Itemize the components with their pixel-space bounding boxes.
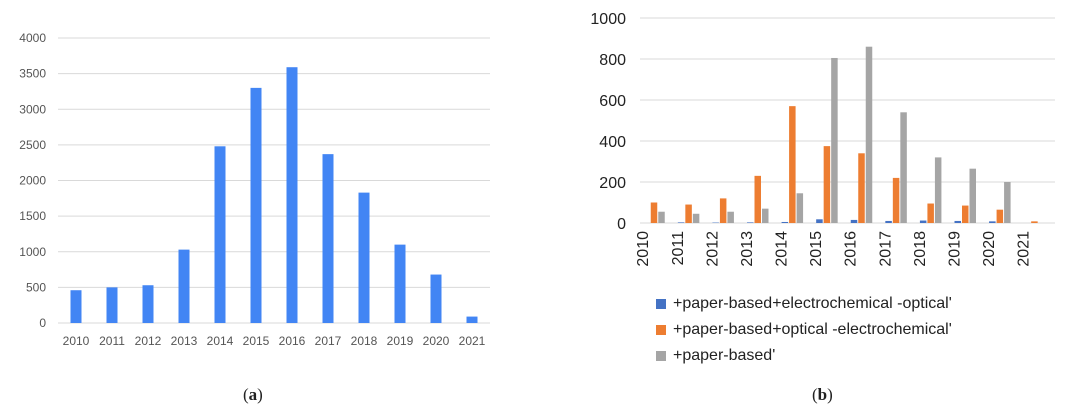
- x-tick-label: 2010: [635, 231, 652, 267]
- bar-1: [954, 220, 961, 223]
- x-tick-label: 2015: [808, 231, 825, 267]
- y-tick-label: 0: [39, 316, 46, 330]
- bar-3: [831, 57, 838, 223]
- bar-3: [762, 208, 769, 223]
- bar-3: [727, 211, 734, 223]
- legend-label: +paper-based+electrochemical -optical': [673, 295, 952, 312]
- bar: [178, 249, 190, 323]
- x-tick-label: 2014: [207, 334, 234, 348]
- legend-label: +paper-based': [673, 347, 775, 364]
- x-tick-label: 2019: [946, 231, 963, 267]
- bar-1: [781, 221, 789, 223]
- bar-2: [962, 205, 969, 223]
- bar-2: [1031, 221, 1038, 223]
- legend-swatch: [656, 299, 666, 309]
- x-tick-label: 2016: [279, 334, 306, 348]
- bar: [214, 146, 226, 323]
- y-tick-label: 1000: [19, 245, 46, 259]
- bar-1: [919, 220, 927, 223]
- bar: [286, 67, 298, 324]
- y-tick-label: 1000: [590, 11, 626, 28]
- bar-2: [858, 153, 865, 223]
- x-tick-label: 2017: [315, 334, 342, 348]
- bar-3: [692, 213, 700, 223]
- bar-2: [892, 177, 900, 223]
- y-tick-label: 800: [599, 52, 626, 69]
- x-tick-label: 2019: [387, 334, 414, 348]
- y-tick-label: 600: [599, 93, 626, 110]
- x-tick-label: 2010: [63, 334, 90, 348]
- bar-3: [658, 211, 665, 223]
- bar-3: [1004, 182, 1011, 223]
- legend-swatch: [656, 351, 666, 361]
- bar-2: [927, 203, 934, 223]
- bar-2: [650, 202, 658, 223]
- bar-1: [677, 222, 685, 223]
- bar-1: [885, 220, 892, 223]
- bar: [250, 87, 262, 323]
- x-tick-label: 2018: [351, 334, 378, 348]
- bar-1: [850, 219, 858, 223]
- x-tick-label: 2013: [171, 334, 198, 348]
- x-tick-label: 2020: [981, 231, 998, 267]
- panel-label-a: (a): [243, 385, 263, 404]
- bar-2: [823, 146, 831, 223]
- bar: [322, 154, 334, 323]
- bar-2: [996, 209, 1004, 223]
- bar-2: [685, 204, 692, 223]
- bar: [430, 274, 442, 323]
- x-tick-label: 2017: [877, 231, 894, 267]
- x-tick-label: 2011: [670, 231, 687, 266]
- y-tick-label: 2500: [19, 138, 46, 152]
- panel-label-b: (b): [812, 385, 833, 404]
- bar-3: [865, 46, 873, 224]
- bar: [70, 290, 82, 323]
- x-tick-label: 2012: [704, 231, 721, 267]
- y-tick-label: 2000: [19, 174, 46, 188]
- bar-2: [719, 198, 727, 223]
- x-tick-label: 2013: [739, 231, 756, 267]
- x-tick-label: 2021: [459, 334, 486, 348]
- bar: [142, 285, 154, 323]
- bar-1: [989, 221, 996, 223]
- bar-3: [969, 168, 976, 223]
- y-tick-label: 200: [599, 175, 626, 192]
- bar-1: [816, 219, 823, 223]
- bar-1: [747, 222, 754, 223]
- x-tick-label: 2021: [1016, 231, 1033, 267]
- bar-2: [789, 106, 796, 223]
- y-tick-label: 3000: [19, 102, 46, 116]
- y-tick-label: 1500: [19, 209, 46, 223]
- x-tick-label: 2015: [243, 334, 270, 348]
- x-tick-label: 2016: [843, 231, 860, 267]
- bar-3: [934, 157, 942, 223]
- x-tick-label: 2014: [774, 231, 791, 267]
- x-tick-label: 2020: [423, 334, 450, 348]
- bar: [394, 244, 406, 323]
- y-tick-label: 500: [26, 280, 46, 294]
- bar: [106, 287, 118, 323]
- y-tick-label: 0: [617, 216, 626, 233]
- x-tick-label: 2018: [912, 231, 929, 267]
- legend-label: +paper-based+optical -electrochemical': [673, 321, 952, 338]
- bar-3: [900, 112, 907, 223]
- bar-3: [796, 193, 804, 223]
- bar: [466, 316, 478, 323]
- y-tick-label: 3500: [19, 67, 46, 81]
- bar-2: [754, 175, 761, 223]
- x-tick-label: 2011: [99, 334, 125, 348]
- y-tick-label: 4000: [19, 31, 46, 45]
- y-tick-label: 400: [599, 134, 626, 151]
- x-tick-label: 2012: [135, 334, 162, 348]
- legend-swatch: [656, 325, 666, 335]
- bar: [358, 192, 370, 323]
